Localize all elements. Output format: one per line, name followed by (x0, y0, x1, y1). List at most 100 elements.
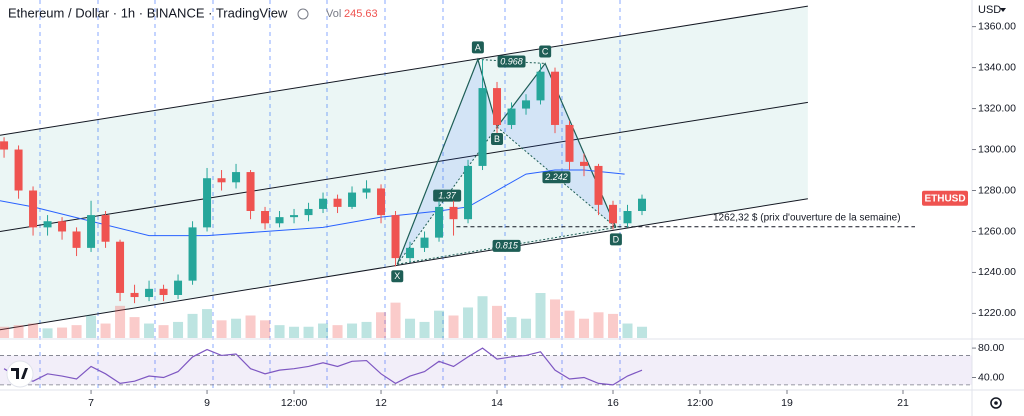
candle-body (203, 178, 212, 228)
ratio-box (497, 55, 526, 68)
x-tick-label: 14 (491, 397, 503, 409)
volume-bar (448, 315, 459, 338)
x-tick-label: 16 (607, 397, 619, 409)
y-tick-label: 1260.00 (978, 225, 1016, 237)
volume-bar (71, 325, 82, 338)
volume-bar (361, 321, 372, 338)
volume-bar (550, 299, 561, 338)
candle-body (377, 188, 386, 216)
gear-hub[interactable] (994, 401, 998, 405)
volume-bar (535, 293, 546, 338)
candle-body (101, 215, 110, 242)
point-label: A (475, 42, 481, 52)
volume-bar (28, 323, 39, 338)
currency-dropdown[interactable] (1000, 8, 1006, 12)
rsi-line (3, 347, 643, 386)
volume-bar (0, 326, 10, 338)
volume-bar (564, 310, 575, 338)
y-tick-label: 1320.00 (978, 102, 1016, 114)
candle-body (319, 198, 328, 209)
ratio-box (433, 189, 462, 202)
visibility-icon[interactable] (297, 8, 309, 20)
volume-bar (144, 323, 155, 338)
candle-body (391, 215, 400, 259)
volume-bar (216, 320, 227, 338)
currency[interactable]: USD (978, 4, 1001, 16)
candle-body (551, 71, 560, 125)
volume-bar (608, 313, 619, 338)
volume-value: 245.63 (344, 8, 378, 20)
candle-body (464, 165, 473, 220)
point-label: B (494, 134, 500, 144)
volume-bar (289, 326, 300, 338)
logo-mark[interactable] (11, 368, 28, 379)
candle-body (362, 188, 371, 193)
candle-body (435, 206, 444, 238)
logo-badge[interactable] (6, 360, 34, 388)
candle-body (580, 161, 589, 166)
candle-body (290, 215, 299, 218)
rsi-tick-label: 80.00 (978, 342, 1004, 354)
channel-fill (0, 6, 808, 330)
volume-bar (419, 321, 430, 338)
candle-body (275, 217, 284, 224)
channel-line (0, 5, 808, 136)
point-box (539, 45, 552, 58)
ratio-box (492, 239, 521, 252)
candle-body (159, 288, 168, 295)
candle-body (565, 124, 574, 162)
candle-body (232, 172, 241, 183)
volume-bar (477, 296, 488, 338)
channel-line (0, 101, 808, 232)
volume-bar (158, 325, 169, 338)
channel-line (0, 198, 808, 331)
point-box (609, 233, 622, 246)
volume-bar (100, 323, 111, 338)
chart-title: Ethereum / Dollar · 1h · BINANCE · Tradi… (8, 5, 288, 20)
candle-body (478, 88, 487, 166)
point-box (471, 41, 484, 54)
candle-body (246, 172, 255, 211)
volume-bar (173, 321, 184, 338)
volume-bar (579, 318, 590, 338)
settings-icon[interactable] (990, 397, 1002, 409)
y-tick-label: 1240.00 (978, 266, 1016, 278)
volume-bar (245, 315, 256, 338)
volume-bar (202, 309, 213, 338)
candle-body (522, 100, 531, 109)
candle-body (638, 198, 647, 211)
volume-bar (506, 317, 517, 338)
candle-body (420, 237, 429, 248)
week-open-label: 1262,32 $ (prix d'ouverture de la semain… (713, 212, 901, 223)
candle-body (188, 227, 197, 281)
gear[interactable] (990, 397, 1002, 409)
point-label: C (542, 46, 549, 56)
ratio-label: 2.242 (544, 172, 568, 182)
plot-layer: 0.968 0.815 2.242 1.37 1262,32 $ (prix d'ouv… (0, 5, 972, 386)
candle-body (507, 108, 516, 125)
candle-body (29, 190, 38, 228)
candle-body (58, 221, 67, 232)
tradingview-logo[interactable] (6, 360, 34, 388)
point-box (491, 133, 504, 146)
x-tick-label: 7 (88, 397, 94, 409)
volume-bar (434, 310, 445, 338)
volume-label: Vol (326, 8, 341, 20)
y-tick-label: 1220.00 (978, 307, 1016, 319)
volume-bar (463, 307, 474, 338)
x-tick-label: 21 (897, 397, 909, 409)
candle-body (609, 204, 618, 224)
volume-bar (115, 305, 126, 338)
point-label: X (394, 271, 400, 281)
volume-bar (390, 302, 401, 338)
volume-bar (593, 312, 604, 338)
volume-bar (318, 323, 329, 338)
x-tick-label: 12 (375, 397, 387, 409)
volume-bar (129, 317, 140, 338)
pattern-ratio-line (397, 226, 616, 265)
volume-bar (187, 313, 198, 338)
rsi-tick-label: 40.00 (978, 371, 1004, 383)
